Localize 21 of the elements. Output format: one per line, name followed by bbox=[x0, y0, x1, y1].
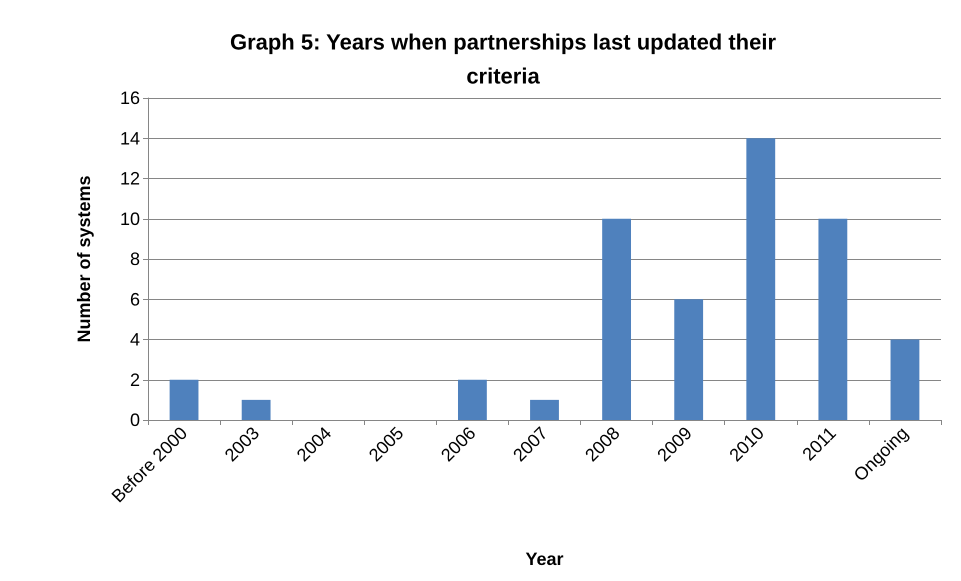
y-tick-label: 10 bbox=[120, 208, 140, 229]
y-tick-label: 12 bbox=[120, 168, 140, 188]
bar bbox=[746, 138, 776, 420]
y-tick-label: 8 bbox=[130, 249, 140, 269]
bar bbox=[530, 400, 559, 420]
y-axis-title: Number of systems bbox=[74, 175, 94, 343]
bar bbox=[818, 218, 848, 420]
bar bbox=[170, 380, 198, 420]
bar bbox=[458, 380, 487, 420]
bar bbox=[602, 218, 632, 420]
bar bbox=[242, 400, 271, 420]
bar bbox=[674, 299, 704, 420]
y-tick-label: 4 bbox=[130, 330, 140, 350]
bar bbox=[890, 340, 920, 420]
y-tick-label: 2 bbox=[130, 370, 140, 390]
y-tick-label: 6 bbox=[130, 289, 140, 310]
y-tick-label: 0 bbox=[130, 410, 140, 430]
x-axis-title: Year bbox=[525, 549, 564, 569]
y-tick-label: 14 bbox=[120, 128, 140, 148]
y-tick-label: 16 bbox=[120, 88, 140, 108]
chart-title: Graph 5: Years when partnerships last updated their criteria bbox=[230, 30, 776, 88]
